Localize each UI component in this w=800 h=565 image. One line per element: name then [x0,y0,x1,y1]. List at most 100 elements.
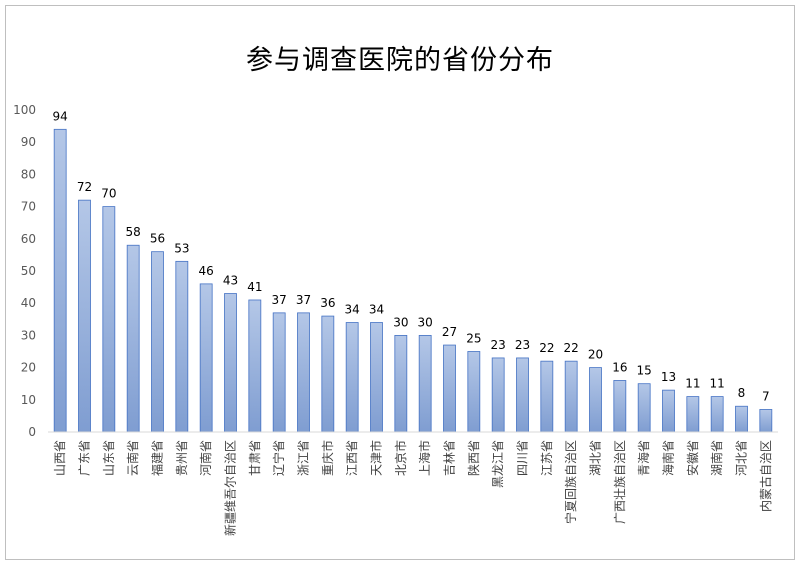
data-label: 53 [174,241,189,255]
x-tick-label: 河南省 [198,440,213,476]
data-label: 23 [491,338,506,352]
y-tick-label: 60 [21,232,36,246]
bar [613,380,627,433]
y-tick-label: 40 [21,296,36,310]
x-tick-label: 新疆维吾尔自治区 [223,440,238,536]
x-tick-label: 贵州省 [175,440,189,476]
y-tick-label: 100 [13,103,36,117]
data-label: 43 [223,274,238,288]
data-label: 41 [247,280,262,294]
x-tick-label: 湖北省 [588,440,603,476]
bar [102,206,116,433]
bar [540,360,554,433]
x-tick-label: 北京市 [393,440,408,476]
data-label: 8 [738,386,746,400]
data-label: 27 [442,325,457,339]
bar [564,360,578,433]
bar [491,357,505,433]
x-tick-label: 山东省 [102,440,116,476]
bar [637,383,651,433]
y-tick-label: 90 [21,135,36,149]
bar [78,199,91,433]
data-label: 15 [637,364,652,378]
data-label: 30 [418,315,433,329]
x-tick-label: 甘肃省 [248,440,262,476]
x-tick-label: 江西省 [345,440,359,476]
x-tick-label: 湖南省 [709,440,724,476]
bar [248,299,262,433]
data-label: 11 [710,377,725,391]
bar [272,312,286,433]
data-label: 56 [150,232,165,246]
bar [589,367,602,433]
data-label: 13 [661,370,676,384]
data-label: 16 [612,360,627,374]
bar [418,334,432,433]
y-tick-label: 80 [21,167,36,181]
y-tick-label: 20 [21,361,36,375]
x-axis: 山西省 广东省 山东省 云南省 福建省 贵州省 河南省 新疆维吾尔自治区 甘肃省 辽宁省 浙江省 重庆… [48,431,778,536]
data-label: 22 [564,341,579,355]
y-tick-label: 0 [28,425,36,439]
data-label: 20 [588,348,603,362]
bar [370,322,383,433]
x-tick-label: 吉林省 [443,440,457,476]
data-label: 72 [77,180,92,194]
data-label: 37 [272,293,287,307]
bar [686,396,700,433]
data-label: 30 [393,315,408,329]
x-tick-label: 江苏省 [540,440,554,476]
x-tick-label: 内蒙古自治区 [758,440,773,512]
bars [53,128,773,433]
x-tick-label: 宁夏回族自治区 [563,440,578,524]
x-tick-label: 河北省 [735,440,749,476]
y-tick-label: 70 [21,200,36,214]
data-label: 37 [296,293,311,307]
x-tick-label: 上海市 [417,440,432,476]
x-tick-label: 云南省 [125,440,140,476]
x-tick-label: 重庆市 [320,440,335,476]
x-tick-label: 安徽省 [685,440,700,476]
data-label: 58 [126,225,141,239]
x-tick-label: 山西省 [53,440,67,476]
bar [516,357,529,433]
x-tick-label: 海南省 [661,440,676,476]
x-tick-label: 福建省 [150,440,165,476]
bar [467,351,481,433]
bar [759,409,773,433]
data-label: 23 [515,338,530,352]
bar [710,396,724,433]
data-label: 94 [53,109,68,123]
y-tick-label: 30 [21,328,36,342]
x-tick-label: 浙江省 [297,440,311,476]
bar [53,128,67,433]
data-labels: 94 72 70 58 56 53 46 43 41 37 37 36 34 34 30 30 27 25 23 23… [53,109,770,403]
data-label: 34 [369,303,384,317]
data-label: 70 [101,187,116,201]
x-tick-label: 广东省 [78,440,92,476]
data-label: 22 [539,341,554,355]
x-tick-label: 广西壮族自治区 [613,440,627,524]
x-tick-label: 天津市 [369,440,384,476]
bar [297,312,310,433]
x-tick-label: 黑龙江省 [491,440,505,488]
chart-title: 参与调查医院的省份分布 [246,45,554,76]
bar [199,283,213,433]
y-axis: 0 10 20 30 40 50 60 70 80 90 100 [13,103,36,439]
bar [662,389,675,433]
data-label: 11 [685,377,700,391]
data-label: 36 [320,296,335,310]
data-label: 46 [199,264,214,278]
bar [735,405,748,433]
data-label: 34 [345,303,360,317]
x-tick-label: 青海省 [636,440,651,476]
bar [321,315,335,433]
x-tick-label: 陕西省 [466,440,481,476]
bar [345,322,359,433]
bar [175,260,189,433]
x-tick-label: 四川省 [516,440,530,476]
bar [394,334,408,433]
data-label: 7 [762,389,770,403]
x-tick-label: 辽宁省 [271,440,286,476]
